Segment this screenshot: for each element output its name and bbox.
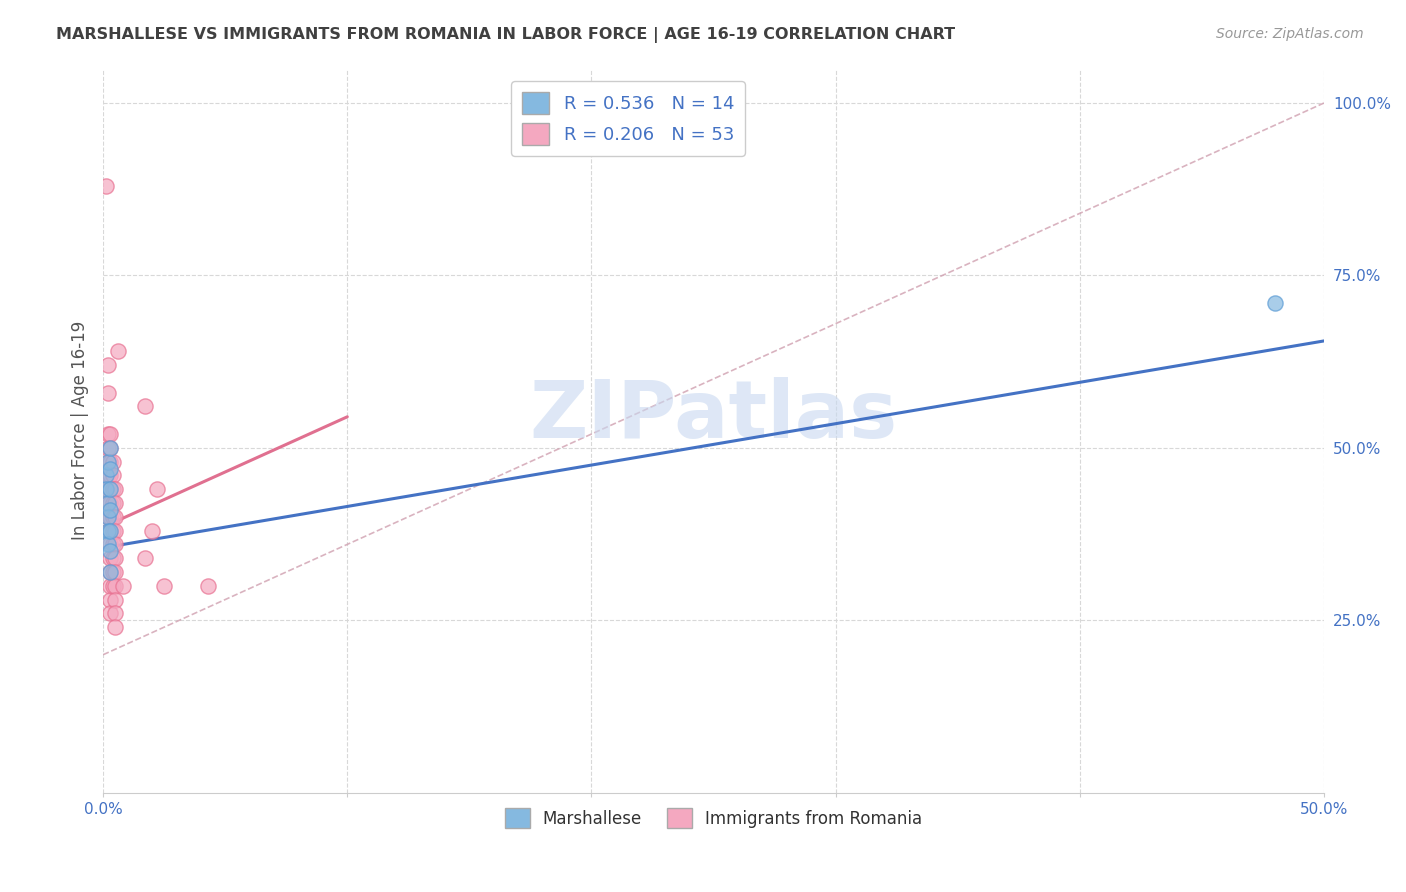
- Point: [97, 441, 120, 455]
- Point: [100, 565, 122, 579]
- Point: [100, 544, 122, 558]
- Point: [141, 524, 163, 538]
- Point: [101, 565, 124, 579]
- Point: [101, 455, 124, 469]
- Point: [100, 441, 122, 455]
- Point: [100, 441, 122, 455]
- Point: [100, 524, 122, 538]
- Point: [107, 344, 129, 359]
- Point: [1264, 296, 1286, 310]
- Point: [100, 496, 122, 510]
- Point: [101, 524, 124, 538]
- Point: [97, 427, 120, 442]
- Point: [97, 455, 120, 469]
- Point: [101, 551, 124, 566]
- Point: [104, 551, 127, 566]
- Text: Source: ZipAtlas.com: Source: ZipAtlas.com: [1216, 27, 1364, 41]
- Point: [97, 455, 120, 469]
- Point: [104, 607, 127, 621]
- Point: [97, 385, 120, 400]
- Point: [94, 468, 117, 483]
- Point: [100, 427, 122, 442]
- Point: [94, 178, 117, 193]
- Point: [101, 509, 124, 524]
- Point: [97, 509, 120, 524]
- Point: [104, 579, 127, 593]
- Point: [101, 468, 124, 483]
- Point: [97, 524, 120, 538]
- Point: [104, 565, 127, 579]
- Y-axis label: In Labor Force | Age 16-19: In Labor Force | Age 16-19: [72, 321, 89, 541]
- Point: [100, 461, 122, 475]
- Point: [104, 537, 127, 551]
- Point: [100, 579, 122, 593]
- Point: [101, 482, 124, 496]
- Point: [100, 482, 122, 496]
- Point: [111, 579, 134, 593]
- Point: [100, 565, 122, 579]
- Point: [153, 579, 176, 593]
- Point: [97, 358, 120, 372]
- Point: [100, 482, 122, 496]
- Point: [100, 468, 122, 483]
- Point: [104, 620, 127, 634]
- Point: [104, 592, 127, 607]
- Point: [97, 537, 120, 551]
- Point: [197, 579, 219, 593]
- Point: [104, 509, 127, 524]
- Point: [100, 455, 122, 469]
- Point: [101, 537, 124, 551]
- Point: [100, 503, 122, 517]
- Point: [97, 468, 120, 483]
- Legend: Marshallese, Immigrants from Romania: Marshallese, Immigrants from Romania: [498, 801, 929, 835]
- Point: [101, 496, 124, 510]
- Point: [134, 551, 156, 566]
- Point: [104, 482, 127, 496]
- Point: [100, 537, 122, 551]
- Text: MARSHALLESE VS IMMIGRANTS FROM ROMANIA IN LABOR FORCE | AGE 16-19 CORRELATION CH: MARSHALLESE VS IMMIGRANTS FROM ROMANIA I…: [56, 27, 955, 43]
- Point: [97, 496, 120, 510]
- Point: [97, 496, 120, 510]
- Point: [94, 482, 117, 496]
- Text: ZIPatlas: ZIPatlas: [530, 377, 897, 455]
- Point: [104, 524, 127, 538]
- Point: [134, 400, 156, 414]
- Point: [100, 551, 122, 566]
- Point: [97, 509, 120, 524]
- Point: [146, 482, 169, 496]
- Point: [101, 579, 124, 593]
- Point: [100, 607, 122, 621]
- Point: [100, 592, 122, 607]
- Point: [104, 496, 127, 510]
- Point: [100, 524, 122, 538]
- Point: [97, 482, 120, 496]
- Point: [100, 509, 122, 524]
